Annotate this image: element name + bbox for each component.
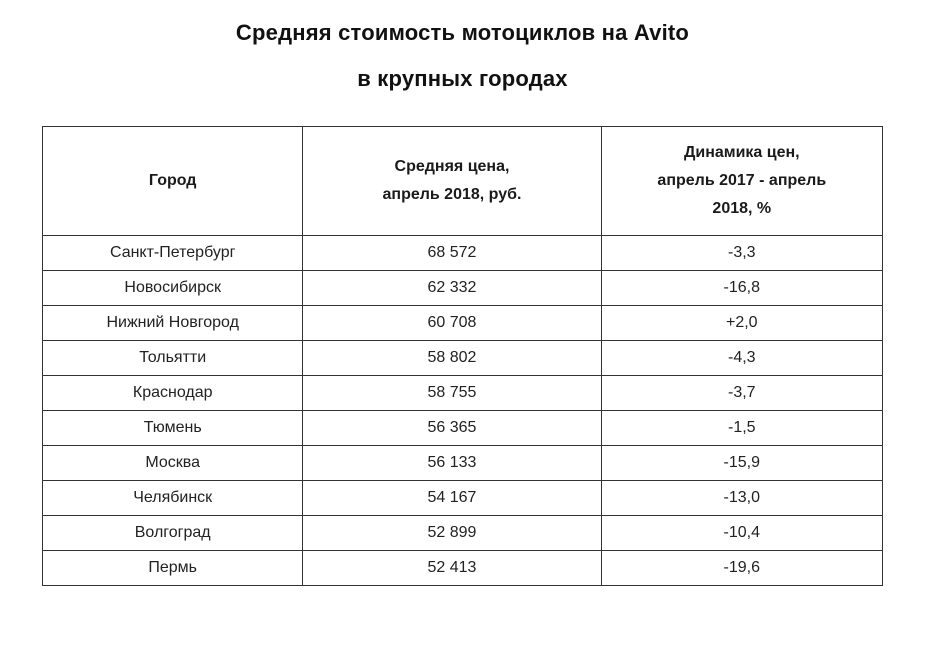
- city-cell: Москва: [41, 445, 304, 481]
- dynamics-column-header: Динамика цен, апрель 2017 - апрель 2018, %: [600, 126, 884, 236]
- table-row: Тольятти 58 802 -4,3: [41, 340, 884, 376]
- price-cell: 52 413: [302, 550, 602, 586]
- price-cell: 58 755: [302, 375, 602, 411]
- city-cell: Волгоград: [41, 515, 304, 551]
- table-container: Город Средняя цена, апрель 2018, руб. Динам…: [41, 126, 884, 586]
- city-cell: Новосибирск: [41, 270, 304, 306]
- table-row: Нижний Новгород 60 708 +2,0: [41, 305, 884, 341]
- table-body: Санкт-Петербург 68 572 -3,3 Новосибирск 62 3…: [41, 235, 884, 586]
- dynamics-cell: -3,3: [600, 235, 884, 271]
- price-cell: 60 708: [302, 305, 602, 341]
- price-cell: 62 332: [302, 270, 602, 306]
- price-cell: 58 802: [302, 340, 602, 376]
- city-cell: Тольятти: [41, 340, 304, 376]
- table-row: Волгоград 52 899 -10,4: [41, 515, 884, 551]
- header-line: 2018, %: [712, 200, 772, 217]
- title-line-2: в крупных городах: [357, 66, 568, 91]
- dynamics-cell: -10,4: [600, 515, 884, 551]
- price-cell: 56 133: [302, 445, 602, 481]
- price-cell: 56 365: [302, 410, 602, 446]
- price-table: Город Средняя цена, апрель 2018, руб. Динам…: [41, 126, 884, 586]
- city-cell: Тюмень: [41, 410, 304, 446]
- header-line: Средняя цена,: [394, 158, 510, 175]
- city-cell: Пермь: [41, 550, 304, 586]
- dynamics-cell: -1,5: [600, 410, 884, 446]
- header-row: Город Средняя цена, апрель 2018, руб. Динам…: [41, 126, 884, 236]
- price-column-header: Средняя цена, апрель 2018, руб.: [302, 126, 602, 236]
- table-row: Санкт-Петербург 68 572 -3,3: [41, 235, 884, 271]
- dynamics-cell: -4,3: [600, 340, 884, 376]
- table-row: Новосибирск 62 332 -16,8: [41, 270, 884, 306]
- table-row: Краснодар 58 755 -3,7: [41, 375, 884, 411]
- table-row: Челябинск 54 167 -13,0: [41, 480, 884, 516]
- header-line: апрель 2018, руб.: [382, 186, 522, 203]
- dynamics-cell: -3,7: [600, 375, 884, 411]
- header-line: Динамика цен,: [683, 144, 800, 161]
- dynamics-cell: -15,9: [600, 445, 884, 481]
- table-row: Тюмень 56 365 -1,5: [41, 410, 884, 446]
- header-line: апрель 2017 - апрель: [657, 172, 827, 189]
- price-cell: 68 572: [302, 235, 602, 271]
- table-header: Город Средняя цена, апрель 2018, руб. Динам…: [41, 126, 884, 236]
- dynamics-cell: -16,8: [600, 270, 884, 306]
- city-column-header: Город: [41, 126, 304, 236]
- city-cell: Краснодар: [41, 375, 304, 411]
- page-title: Средняя стоимость мотоциклов на Avito в …: [0, 0, 925, 92]
- city-cell: Челябинск: [41, 480, 304, 516]
- dynamics-cell: +2,0: [600, 305, 884, 341]
- city-cell: Нижний Новгород: [41, 305, 304, 341]
- table-row: Москва 56 133 -15,9: [41, 445, 884, 481]
- city-cell: Санкт-Петербург: [41, 235, 304, 271]
- title-line-1: Средняя стоимость мотоциклов на Avito: [235, 20, 690, 45]
- dynamics-cell: -19,6: [600, 550, 884, 586]
- dynamics-cell: -13,0: [600, 480, 884, 516]
- table-row: Пермь 52 413 -19,6: [41, 550, 884, 586]
- price-cell: 54 167: [302, 480, 602, 516]
- price-cell: 52 899: [302, 515, 602, 551]
- header-line: Город: [148, 172, 197, 189]
